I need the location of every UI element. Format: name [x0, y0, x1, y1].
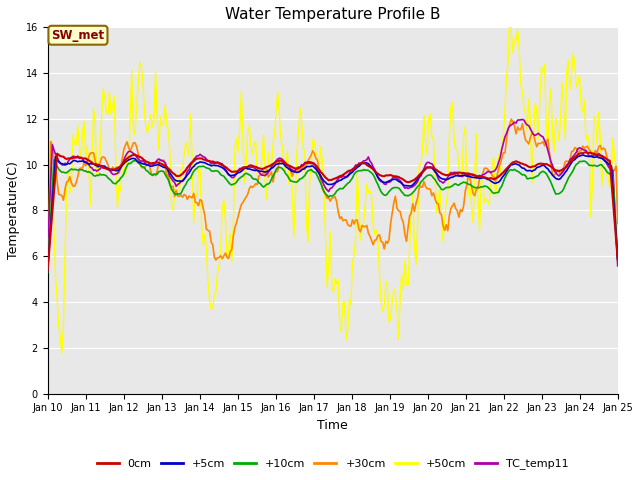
+5cm — [579, 152, 587, 158]
0cm — [584, 150, 591, 156]
Line: +10cm: +10cm — [47, 160, 618, 273]
+10cm — [115, 178, 123, 183]
+30cm — [233, 220, 241, 226]
TC_temp11 — [44, 246, 51, 252]
Line: +30cm: +30cm — [47, 119, 618, 269]
+30cm — [114, 165, 122, 170]
TC_temp11 — [614, 263, 621, 269]
Text: SW_met: SW_met — [51, 29, 104, 42]
+30cm — [243, 194, 250, 200]
+30cm — [44, 266, 51, 272]
0cm — [233, 168, 241, 174]
+5cm — [114, 168, 122, 173]
+30cm — [584, 144, 591, 149]
+10cm — [294, 178, 302, 183]
+5cm — [614, 256, 621, 262]
+10cm — [234, 177, 242, 182]
X-axis label: Time: Time — [317, 419, 348, 432]
+50cm — [244, 129, 252, 134]
0cm — [214, 159, 221, 165]
+5cm — [243, 165, 250, 171]
+50cm — [294, 129, 302, 134]
TC_temp11 — [518, 117, 526, 122]
+10cm — [44, 270, 51, 276]
+50cm — [585, 139, 593, 144]
+30cm — [293, 168, 301, 174]
+30cm — [214, 255, 221, 261]
TC_temp11 — [584, 150, 591, 156]
TC_temp11 — [114, 171, 122, 177]
TC_temp11 — [233, 170, 241, 176]
+50cm — [234, 149, 242, 155]
+5cm — [584, 154, 591, 159]
Line: +5cm: +5cm — [47, 155, 618, 271]
TC_temp11 — [214, 159, 221, 165]
+50cm — [115, 182, 123, 188]
+30cm — [614, 221, 621, 227]
0cm — [243, 164, 250, 170]
+50cm — [44, 260, 51, 266]
Title: Water Temperature Profile B: Water Temperature Profile B — [225, 7, 440, 22]
+10cm — [584, 160, 591, 166]
0cm — [582, 149, 590, 155]
0cm — [293, 166, 301, 171]
Y-axis label: Temperature(C): Temperature(C) — [7, 161, 20, 259]
+5cm — [214, 163, 221, 168]
+5cm — [233, 171, 241, 177]
+50cm — [506, 9, 513, 14]
+5cm — [44, 268, 51, 274]
Line: +50cm: +50cm — [47, 12, 618, 353]
Line: TC_temp11: TC_temp11 — [47, 120, 618, 266]
Legend: 0cm, +5cm, +10cm, +30cm, +50cm, TC_temp11: 0cm, +5cm, +10cm, +30cm, +50cm, TC_temp1… — [92, 454, 573, 474]
Line: 0cm: 0cm — [47, 152, 618, 270]
0cm — [114, 165, 122, 171]
+10cm — [244, 171, 252, 177]
TC_temp11 — [243, 164, 250, 170]
+50cm — [215, 263, 223, 268]
+10cm — [614, 255, 621, 261]
+10cm — [215, 169, 223, 175]
+10cm — [50, 157, 58, 163]
+50cm — [58, 350, 66, 356]
TC_temp11 — [293, 165, 301, 171]
+5cm — [293, 169, 301, 175]
0cm — [44, 267, 51, 273]
+50cm — [614, 169, 621, 175]
0cm — [614, 256, 621, 262]
+30cm — [508, 116, 515, 122]
